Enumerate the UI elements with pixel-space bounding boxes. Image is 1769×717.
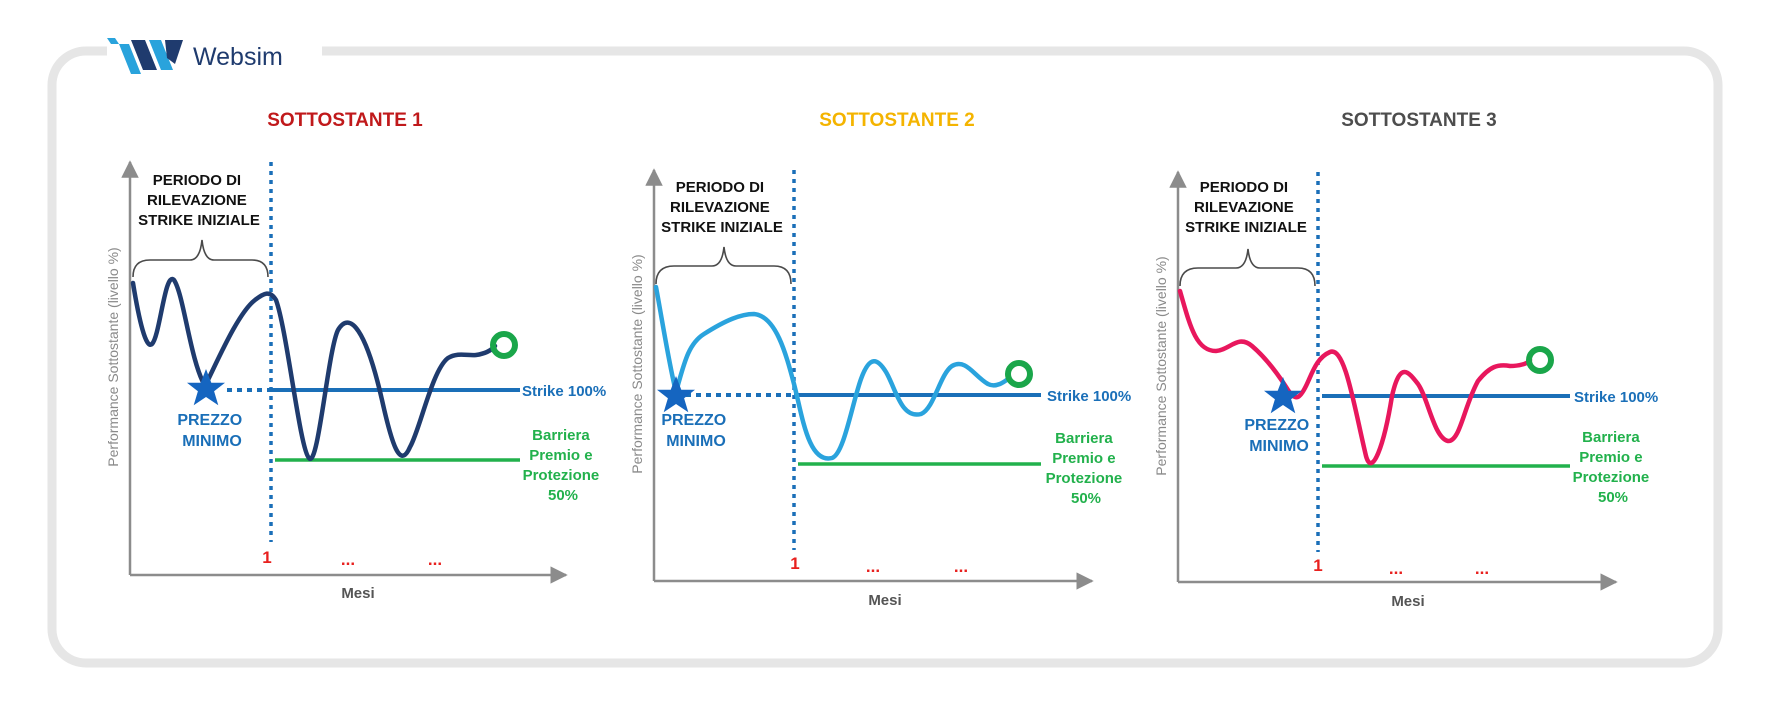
observation-period-label: PERIODO DI RILEVAZIONE STRIKE INIZIALE <box>138 172 260 229</box>
final-value-marker-icon <box>1005 360 1033 388</box>
x-axis-label: Mesi <box>1391 593 1424 610</box>
period-brace <box>1179 248 1316 287</box>
strike-label: Strike 100% <box>522 383 606 400</box>
barrier-label-line: Protezione <box>523 467 600 484</box>
min-label-line: MINIMO <box>1249 438 1309 455</box>
logo-shape <box>107 38 119 44</box>
period-label-line: STRIKE INIZIALE <box>138 212 260 229</box>
min-label-line: MINIMO <box>666 433 726 450</box>
month-label: 1 <box>1313 556 1322 575</box>
period-label-line: STRIKE INIZIALE <box>661 219 783 236</box>
period-label-line: RILEVAZIONE <box>147 192 247 209</box>
month-label: ... <box>866 557 880 576</box>
month-label: ... <box>341 550 355 569</box>
price-line <box>1177 288 1533 466</box>
minimum-price-label: PREZZO MINIMO <box>177 412 246 450</box>
logo-shape <box>149 40 173 70</box>
barrier-label-line: Protezione <box>1573 469 1650 486</box>
month-label: 1 <box>262 548 271 567</box>
period-brace <box>132 239 269 278</box>
month-label: ... <box>428 550 442 569</box>
barrier-label-line: Barriera <box>532 427 590 444</box>
month-label: ... <box>1389 559 1403 578</box>
month-label: ... <box>954 557 968 576</box>
period-label-line: PERIODO DI <box>153 172 241 189</box>
y-axis-label: Performance Sottostante (livello %) <box>1153 256 1169 475</box>
panel-sottostante-2: SOTTOSTANTE 2 Performance Sottostante (l… <box>629 110 1131 609</box>
month-label: 1 <box>790 554 799 573</box>
barrier-label-line: Premio e <box>529 447 592 464</box>
period-label-line: RILEVAZIONE <box>670 199 770 216</box>
barrier-label-line: Protezione <box>1046 470 1123 487</box>
final-value-marker-icon <box>490 331 518 359</box>
minimum-price-star-icon <box>1264 377 1302 414</box>
min-label-line: PREZZO <box>1244 417 1309 434</box>
panel-title: SOTTOSTANTE 1 <box>267 110 423 131</box>
x-axis-label: Mesi <box>341 585 374 602</box>
panel-title: SOTTOSTANTE 2 <box>819 110 975 131</box>
outer-frame <box>47 46 1723 668</box>
minimum-price-label: PREZZO MINIMO <box>1244 417 1313 455</box>
price-line <box>130 276 498 461</box>
minimum-price-star-icon <box>657 376 695 413</box>
logo-shape <box>119 44 141 74</box>
minimum-price-star-icon <box>187 369 225 406</box>
barrier-label: Barriera Premio e Protezione 50% <box>523 427 604 504</box>
min-label-line: PREZZO <box>177 412 242 429</box>
final-value-marker-icon <box>1526 346 1554 374</box>
websim-logo: Websim <box>107 30 322 82</box>
minimum-price-label: PREZZO MINIMO <box>661 412 730 450</box>
period-label-line: PERIODO DI <box>1200 179 1288 196</box>
strike-label: Strike 100% <box>1047 388 1131 405</box>
barrier-label-line: Premio e <box>1579 449 1642 466</box>
panel-sottostante-1: SOTTOSTANTE 1 Performance Sottostante (l… <box>105 110 606 602</box>
min-label-line: PREZZO <box>661 412 726 429</box>
barrier-label-line: Premio e <box>1052 450 1115 467</box>
y-axis-label: Performance Sottostante (livello %) <box>105 247 121 466</box>
period-brace <box>655 246 792 285</box>
logo-shape <box>131 40 157 70</box>
barrier-label-line: Barriera <box>1055 430 1113 447</box>
panel-sottostante-3: SOTTOSTANTE 3 Performance Sottostante (l… <box>1153 110 1658 610</box>
period-label-line: PERIODO DI <box>676 179 764 196</box>
barrier-label: Barriera Premio e Protezione 50% <box>1046 430 1127 507</box>
barrier-label-line: 50% <box>1598 489 1628 506</box>
y-axis-label: Performance Sottostante (livello %) <box>629 254 645 473</box>
observation-period-label: PERIODO DI RILEVAZIONE STRIKE INIZIALE <box>1185 179 1307 236</box>
barrier-label-line: 50% <box>548 487 578 504</box>
price-line <box>653 284 1011 461</box>
barrier-label-line: Barriera <box>1582 429 1640 446</box>
period-label-line: RILEVAZIONE <box>1194 199 1294 216</box>
panel-title: SOTTOSTANTE 3 <box>1341 110 1497 131</box>
barrier-label-line: 50% <box>1071 490 1101 507</box>
brand-name: Websim <box>193 43 283 71</box>
websim-logo-icon <box>107 38 183 74</box>
min-label-line: MINIMO <box>182 433 242 450</box>
strike-label: Strike 100% <box>1574 389 1658 406</box>
logo-shape <box>165 40 183 64</box>
period-label-line: STRIKE INIZIALE <box>1185 219 1307 236</box>
x-axis-label: Mesi <box>868 592 901 609</box>
month-label: ... <box>1475 559 1489 578</box>
barrier-label: Barriera Premio e Protezione 50% <box>1573 429 1654 506</box>
observation-period-label: PERIODO DI RILEVAZIONE STRIKE INIZIALE <box>661 179 783 236</box>
